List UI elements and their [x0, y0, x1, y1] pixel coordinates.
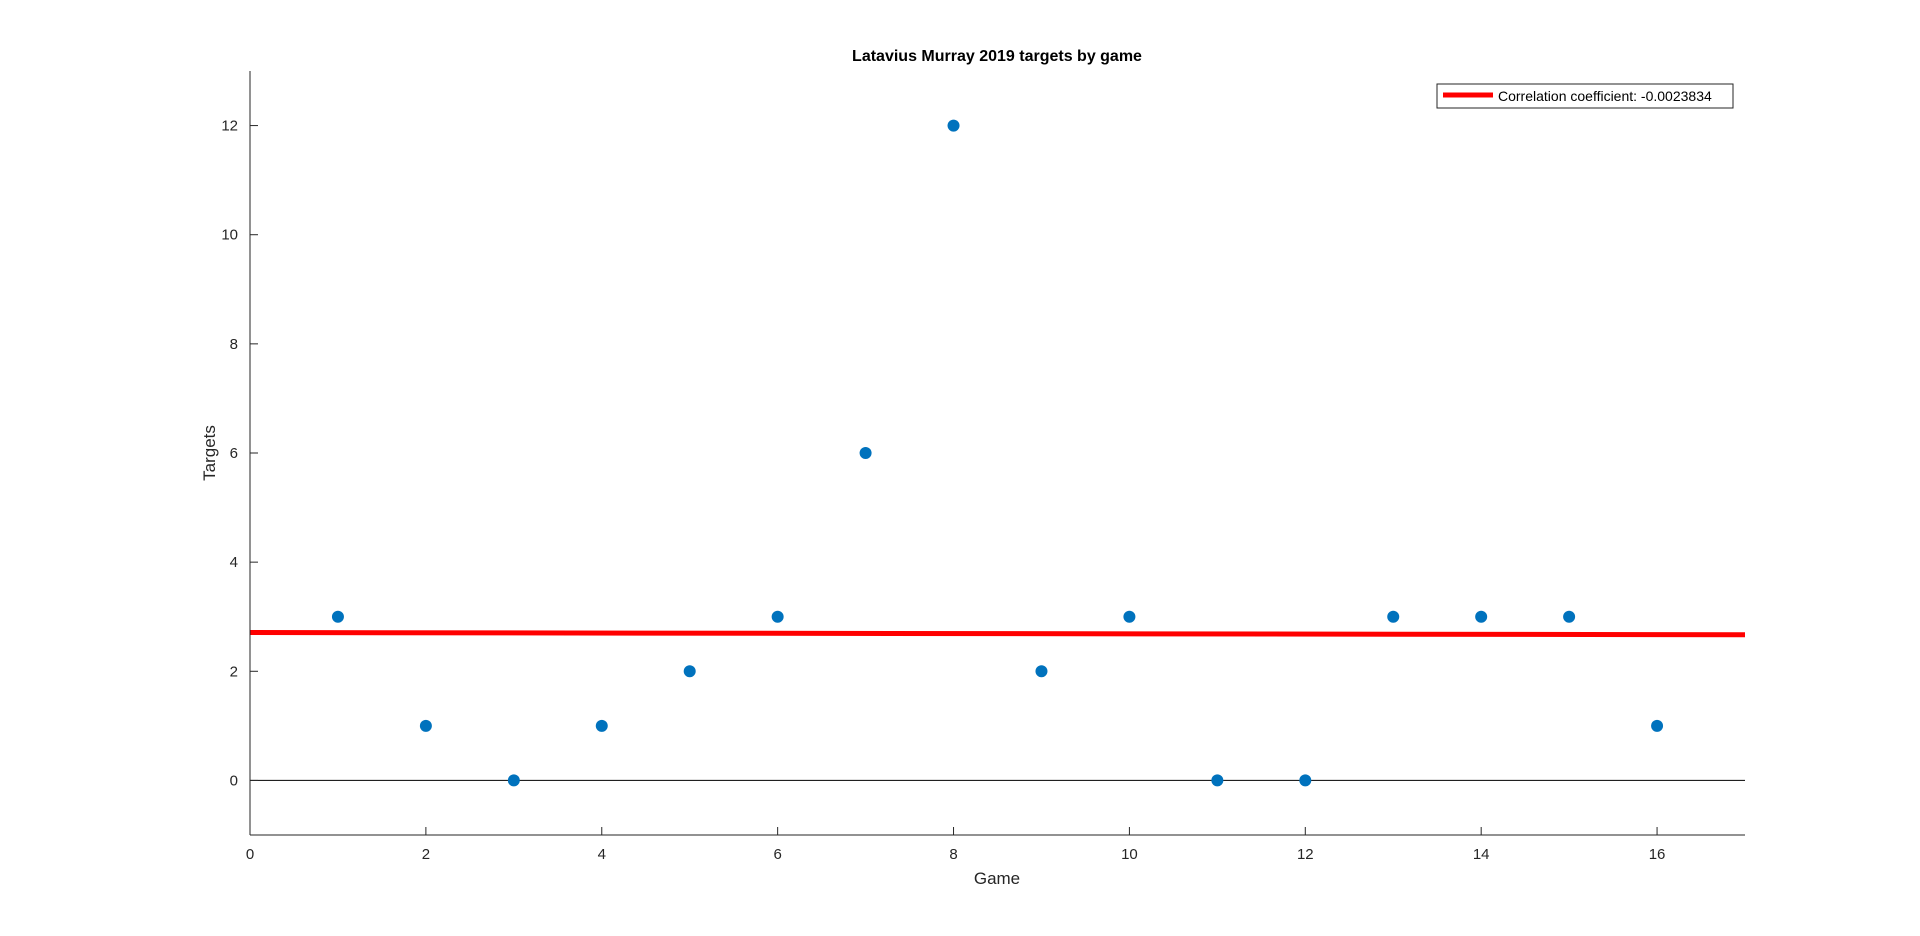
correlation-line: [249, 630, 1746, 638]
y-tick-label: 2: [230, 663, 238, 680]
data-point: [1211, 774, 1224, 787]
y-axis-label: Targets: [200, 425, 219, 481]
y-tick-label: 4: [230, 554, 238, 571]
x-tick-label: 8: [949, 846, 957, 863]
data-point: [595, 719, 608, 732]
x-tick-label: 14: [1473, 846, 1490, 863]
data-point: [1563, 610, 1576, 623]
y-tick-label: 0: [230, 772, 238, 789]
y-tick-label: 6: [230, 445, 238, 462]
y-tick-label: 12: [221, 118, 238, 135]
data-point: [1299, 774, 1312, 787]
x-axis-label: Game: [974, 869, 1020, 888]
data-point: [683, 665, 696, 678]
x-ticks: 0 2 4 6 8 10 12 14 16: [246, 827, 1666, 863]
x-tick-label: 4: [598, 846, 606, 863]
data-point: [947, 119, 960, 132]
data-point: [331, 610, 344, 623]
y-tick-label: 10: [221, 227, 238, 244]
plot-area: [250, 71, 1745, 835]
x-tick-label: 6: [773, 846, 781, 863]
data-point: [859, 447, 872, 459]
data-point: [1123, 610, 1136, 623]
y-tick-label: 8: [230, 336, 238, 353]
legend: Correlation coefficient: -0.0023834: [1436, 83, 1734, 109]
y-ticks: 0 2 4 6 8 10 12: [221, 118, 258, 789]
data-point: [507, 774, 520, 787]
data-point: [771, 610, 784, 623]
data-point: [419, 719, 432, 732]
data-point: [1651, 719, 1664, 732]
chart-title: Latavius Murray 2019 targets by game: [852, 48, 1142, 65]
trend-layer: [249, 630, 1746, 638]
x-tick-label: 2: [422, 846, 430, 863]
points-layer: [331, 119, 1664, 787]
x-tick-label: 10: [1121, 846, 1138, 863]
data-point: [1475, 610, 1488, 623]
legend-label: Correlation coefficient: -0.0023834: [1498, 88, 1712, 104]
x-tick-label: 12: [1297, 846, 1314, 863]
data-point: [1387, 610, 1400, 623]
data-point: [1035, 665, 1048, 678]
x-tick-label: 0: [246, 846, 254, 863]
x-tick-label: 16: [1649, 846, 1666, 863]
